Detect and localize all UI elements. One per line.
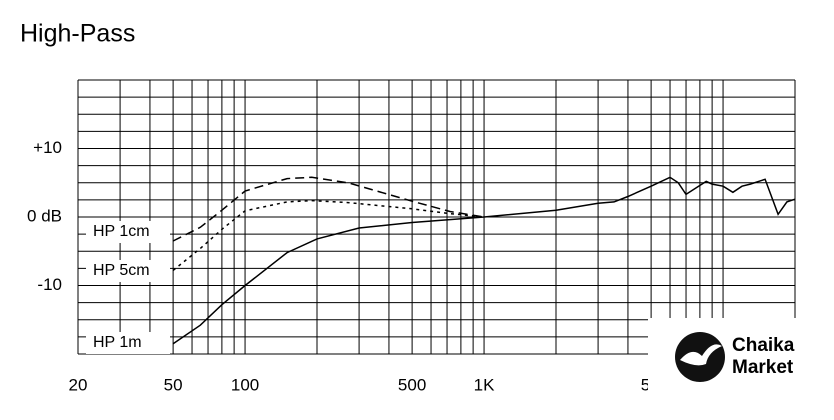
series-label: HP 1cm [93, 223, 150, 240]
y-tick-label: -10 [37, 275, 62, 294]
x-tick-label: 1K [474, 375, 495, 394]
x-tick-label: 20 [69, 375, 88, 394]
watermark-text: Chaika [732, 335, 795, 356]
series-label-bg [86, 332, 170, 354]
x-tick-label: 100 [231, 375, 259, 394]
y-tick-label: +10 [33, 138, 62, 157]
series-line [172, 176, 796, 345]
series-label-bg [86, 221, 170, 243]
x-tick-label: 500 [398, 375, 426, 394]
series-label-bg [86, 260, 170, 282]
watermark-bird [680, 344, 722, 366]
series-label: HP 1m [93, 334, 142, 351]
series-label: HP 5cm [93, 262, 150, 279]
x-tick-label: 50 [164, 375, 183, 394]
chart-title: High-Pass [20, 20, 135, 48]
watermark-text: Market [732, 357, 794, 378]
y-tick-label: 0 dB [27, 206, 62, 225]
series-line [172, 176, 485, 242]
series-line [172, 199, 485, 271]
